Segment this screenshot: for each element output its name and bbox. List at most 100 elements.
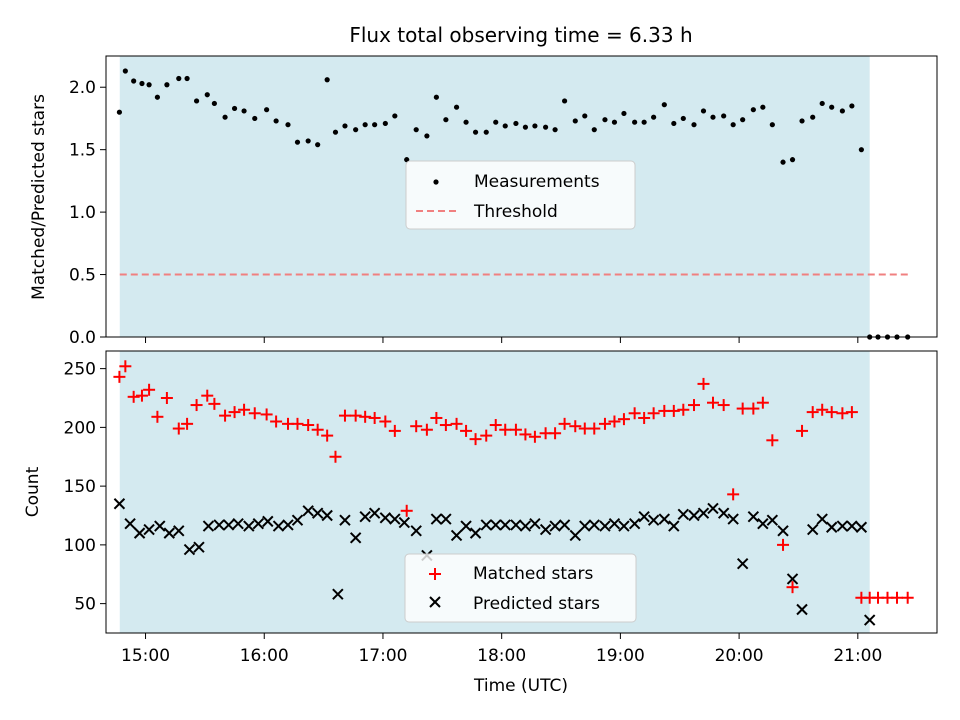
predicted-star-point bbox=[154, 520, 166, 532]
matched-star-point bbox=[509, 423, 522, 436]
measurement-point bbox=[164, 82, 170, 88]
predicted-star-point bbox=[855, 521, 868, 533]
predicted-star-point bbox=[588, 519, 600, 531]
predicted-star-point bbox=[863, 614, 876, 626]
measurement-point bbox=[493, 119, 499, 125]
matched-star-point bbox=[359, 410, 372, 423]
measurement-point bbox=[413, 127, 419, 133]
measurement-point bbox=[342, 123, 348, 129]
matched-star-point bbox=[499, 423, 512, 436]
top-legend-threshold-label: Threshold bbox=[473, 202, 558, 222]
predicted-star-point bbox=[499, 519, 511, 531]
measurement-point bbox=[651, 114, 657, 120]
top-y-tick-label: 1.5 bbox=[69, 141, 96, 161]
predicted-star-point bbox=[321, 509, 333, 522]
x-axis-label: Time (UTC) bbox=[473, 676, 568, 696]
top-plot-frame bbox=[105, 55, 938, 338]
measurement-point bbox=[139, 80, 145, 87]
matched-star-point bbox=[588, 422, 601, 435]
matched-star-point bbox=[469, 433, 482, 446]
matched-star-point bbox=[647, 407, 660, 420]
predicted-star-point bbox=[332, 588, 344, 600]
matched-star-point bbox=[219, 409, 232, 422]
bottom-legend-predicted-marker bbox=[429, 596, 441, 608]
matched-star-point bbox=[329, 450, 342, 463]
matched-star-point bbox=[598, 417, 611, 430]
measurement-point bbox=[661, 102, 667, 108]
predicted-star-point bbox=[183, 543, 196, 556]
measurement-point bbox=[193, 98, 200, 104]
predicted-star-point bbox=[757, 518, 769, 530]
matched-star-point bbox=[796, 424, 809, 437]
predicted-star-point bbox=[736, 557, 749, 570]
predicted-star-point bbox=[430, 513, 443, 525]
predicted-star-point bbox=[339, 514, 351, 526]
predicted-star-point bbox=[618, 520, 630, 532]
bottom-y-tick-label: 200 bbox=[64, 418, 96, 438]
top-legend-measurements-marker bbox=[433, 179, 439, 185]
matched-star-point bbox=[228, 406, 241, 419]
predicted-star-point bbox=[569, 529, 581, 542]
measurement-point bbox=[561, 98, 568, 104]
matched-star-point bbox=[638, 411, 651, 424]
predicted-star-point bbox=[311, 507, 324, 519]
predicted-star-point bbox=[359, 510, 371, 523]
matched-star-point bbox=[338, 409, 351, 422]
measurement-point bbox=[700, 108, 707, 114]
predicted-star-point bbox=[450, 529, 463, 542]
top-y-axis-label: Matched/Predicted stars bbox=[29, 94, 49, 300]
bottom-legend-matched-label: Matched stars bbox=[473, 564, 593, 584]
measurement-point bbox=[433, 94, 439, 100]
matched-star-point bbox=[321, 429, 334, 442]
predicted-star-point bbox=[697, 507, 710, 519]
predicted-star-point bbox=[658, 513, 671, 525]
matched-star-point bbox=[608, 415, 621, 428]
measurement-point bbox=[241, 108, 247, 114]
matched-star-point bbox=[549, 427, 562, 440]
bottom-y-tick-label: 150 bbox=[64, 477, 96, 497]
matched-star-point bbox=[736, 402, 749, 415]
measurement-point bbox=[641, 119, 647, 125]
matched-star-point bbox=[697, 377, 710, 390]
matched-star-point bbox=[400, 504, 413, 517]
matched-star-point bbox=[845, 406, 858, 419]
measurement-point bbox=[324, 77, 330, 83]
bottom-y-axis-label: Count bbox=[23, 466, 43, 517]
matched-star-point bbox=[151, 410, 164, 423]
measurement-point bbox=[463, 119, 469, 125]
measurement-point bbox=[513, 120, 519, 127]
matched-star-point bbox=[756, 396, 769, 409]
measurement-point bbox=[502, 123, 508, 129]
bottom-y-tick-label: 100 bbox=[64, 536, 96, 556]
predicted-star-point bbox=[558, 519, 571, 531]
predicted-star-point bbox=[608, 518, 621, 530]
matched-star-point bbox=[143, 383, 156, 396]
measurement-point bbox=[211, 100, 217, 107]
x-tick-label: 19:00 bbox=[596, 646, 645, 666]
bottom-y-axis: 50 100 150 200 250 bbox=[64, 360, 106, 615]
predicted-star-point bbox=[262, 515, 274, 528]
predicted-star-point bbox=[163, 527, 175, 539]
predicted-star-point bbox=[349, 532, 362, 544]
top-y-tick-label: 0.0 bbox=[69, 328, 96, 348]
matched-star-point bbox=[119, 360, 132, 373]
measurement-point bbox=[552, 127, 558, 133]
matched-star-point bbox=[489, 419, 502, 432]
matched-star-point bbox=[135, 389, 148, 402]
matched-star-point bbox=[558, 417, 571, 430]
measurement-point bbox=[671, 120, 677, 127]
predicted-star-point bbox=[717, 507, 730, 519]
bottom-legend: Matched stars Predicted stars bbox=[404, 553, 637, 623]
matched-star-point bbox=[747, 402, 760, 415]
predicted-star-point bbox=[202, 520, 215, 532]
x-tick-label: 18:00 bbox=[477, 646, 526, 666]
matched-star-point bbox=[349, 409, 362, 422]
matched-star-point bbox=[786, 581, 799, 594]
matched-star-point bbox=[172, 422, 185, 435]
predicted-star-point bbox=[282, 519, 294, 531]
matched-star-point bbox=[270, 415, 283, 428]
matched-star-point bbox=[260, 408, 273, 421]
matched-star-point bbox=[420, 423, 433, 436]
measurement-point bbox=[819, 100, 825, 107]
